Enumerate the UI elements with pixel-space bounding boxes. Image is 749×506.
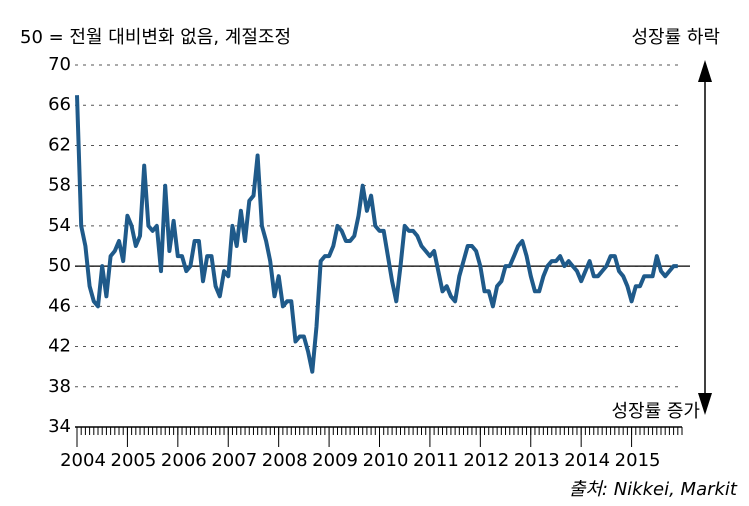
source: 출처: Nikkei, Markit bbox=[569, 479, 738, 500]
annotation-bottom: 성장률 증가 bbox=[611, 401, 700, 422]
y-tick-label: 38 bbox=[48, 376, 71, 397]
y-tick-label: 42 bbox=[48, 336, 71, 357]
y-tick-label: 58 bbox=[48, 175, 71, 196]
x-tick-label: 2011 bbox=[413, 450, 459, 471]
y-tick-label: 66 bbox=[48, 94, 71, 115]
x-tick-label: 2007 bbox=[211, 450, 257, 471]
x-tick-label: 2014 bbox=[564, 450, 610, 471]
y-tick-label: 54 bbox=[48, 215, 71, 236]
x-tick-label: 2012 bbox=[463, 450, 509, 471]
x-tick-label: 2008 bbox=[262, 450, 308, 471]
chart-title: 50 = 전월 대비변화 없음, 계절조정 bbox=[20, 27, 291, 48]
y-tick-label: 46 bbox=[48, 295, 71, 316]
arrow bbox=[698, 60, 712, 415]
x-tick-label: 2004 bbox=[60, 450, 106, 471]
x-tick-label: 2009 bbox=[312, 450, 358, 471]
y-tick-label: 34 bbox=[48, 416, 71, 437]
data-line bbox=[75, 95, 678, 374]
x-tick-label: 2013 bbox=[514, 450, 560, 471]
y-tick-label: 70 bbox=[48, 54, 71, 75]
y-tick-label: 50 bbox=[48, 255, 71, 276]
x-tick-label: 2006 bbox=[161, 450, 207, 471]
x-tick-label: 2015 bbox=[615, 450, 661, 471]
x-tick-label: 2005 bbox=[111, 450, 157, 471]
x-tick-label: 2010 bbox=[363, 450, 409, 471]
annotation-top: 성장률 하락 bbox=[631, 27, 720, 48]
y-tick-label: 62 bbox=[48, 134, 71, 155]
